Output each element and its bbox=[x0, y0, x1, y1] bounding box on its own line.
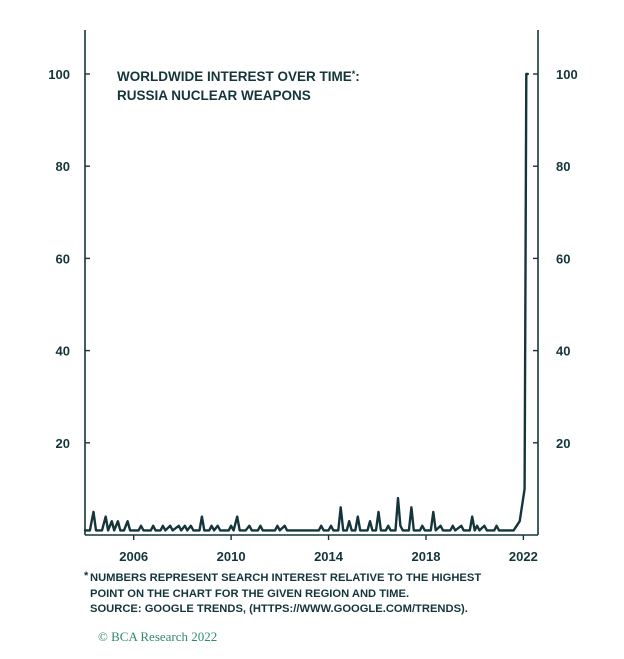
y-tick-label-right: 20 bbox=[556, 436, 570, 451]
footnote-line-1: NUMBERS REPRESENT SEARCH INTEREST RELATI… bbox=[90, 572, 482, 584]
y-tick-label-left: 20 bbox=[56, 436, 70, 451]
y-tick-label-left: 60 bbox=[56, 251, 70, 266]
chart-title: WORLDWIDE INTEREST OVER TIME*: RUSSIA NUC… bbox=[117, 69, 360, 103]
x-tick-label: 2010 bbox=[217, 549, 246, 564]
series-line bbox=[83, 72, 529, 532]
x-tick-label: 2018 bbox=[412, 549, 441, 564]
ticks: 20 20 40 40 60 60 80 80 100 100 2006 2010 2014 2018 20… bbox=[48, 67, 577, 564]
footnote: * NUMBERS REPRESENT SEARCH INTEREST RELA… bbox=[84, 570, 610, 618]
y-tick-label-right: 40 bbox=[556, 344, 570, 359]
axes bbox=[84, 30, 539, 536]
y-tick-label-left: 80 bbox=[56, 159, 70, 174]
x-tick-label: 2014 bbox=[314, 549, 344, 564]
series bbox=[83, 72, 529, 532]
y-tick-label-right: 100 bbox=[556, 67, 578, 82]
footnote-marker: * bbox=[84, 570, 89, 582]
source-line: SOURCE: GOOGLE TRENDS, (HTTPS://WWW.GOOG… bbox=[90, 603, 468, 615]
x-tick-label: 2006 bbox=[119, 549, 148, 564]
x-tick-label: 2022 bbox=[509, 549, 538, 564]
chart-title-line-2: RUSSIA NUCLEAR WEAPONS bbox=[117, 88, 311, 103]
chart-title-line-1: WORLDWIDE INTEREST OVER TIME*: bbox=[117, 69, 360, 84]
chart: 20 20 40 40 60 60 80 80 100 100 2006 2010 2014 2018 20… bbox=[48, 30, 578, 564]
footnote-line-2: POINT ON THE CHART FOR THE GIVEN REGION … bbox=[90, 587, 410, 600]
y-tick-label-right: 80 bbox=[556, 159, 570, 174]
brand-credit: © BCA Research 2022 bbox=[98, 629, 218, 644]
y-tick-label-left: 40 bbox=[56, 344, 70, 359]
y-tick-label-left: 100 bbox=[48, 67, 70, 82]
y-tick-label-right: 60 bbox=[556, 251, 570, 266]
